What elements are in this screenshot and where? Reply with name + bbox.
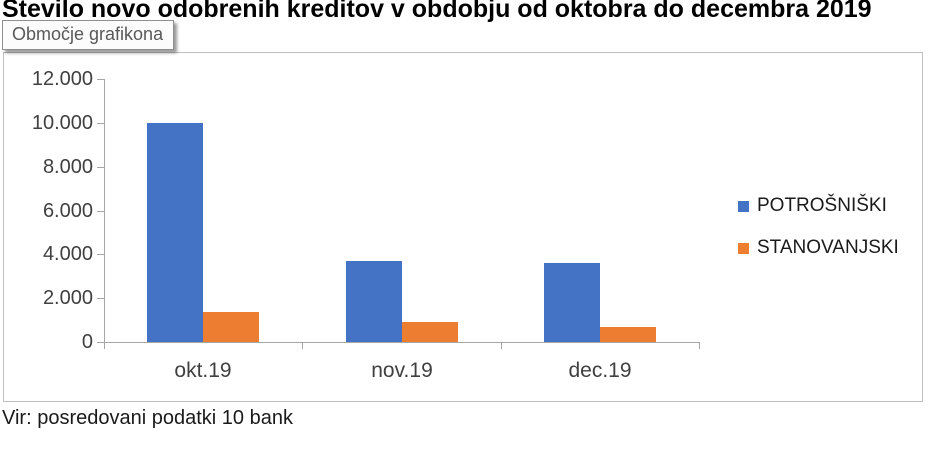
- source-note: Vir: posredovani podatki 10 bank: [2, 407, 293, 429]
- y-axis-label: 8.000: [42, 156, 93, 178]
- y-axis-tick: [97, 342, 104, 343]
- y-axis-tick: [97, 123, 104, 124]
- chart-title[interactable]: Število novo odobrenih kreditov v obdobj…: [2, 0, 872, 23]
- legend-swatch-orange-icon: [738, 242, 749, 254]
- legend-label-potrosniski: POTROŠNIŠKI: [757, 195, 887, 216]
- y-axis-label: 10.000: [31, 112, 93, 134]
- y-axis-tick: [97, 298, 104, 299]
- bar-stanovanjski-okt.19[interactable]: [203, 312, 259, 342]
- y-axis-label: 12.000: [31, 68, 93, 90]
- x-axis-tick: [699, 342, 700, 349]
- bar-stanovanjski-dec.19[interactable]: [600, 327, 656, 342]
- y-axis-line: [104, 79, 105, 343]
- y-axis-tick: [97, 79, 104, 80]
- x-axis-label: dec.19: [568, 359, 632, 382]
- legend: POTROŠNIŠKI STANOVANJSKI: [738, 195, 899, 279]
- y-axis-label: 6.000: [42, 200, 93, 222]
- y-axis-tick: [97, 211, 104, 212]
- x-axis-tick: [302, 342, 303, 349]
- bar-potrošniški-nov.19[interactable]: [346, 261, 402, 342]
- legend-swatch-blue-icon: [738, 200, 749, 212]
- bar-stanovanjski-nov.19[interactable]: [402, 322, 458, 342]
- x-axis-label: nov.19: [371, 359, 433, 382]
- bar-potrošniški-okt.19[interactable]: [147, 123, 203, 342]
- x-axis-label: okt.19: [174, 359, 232, 382]
- legend-item-stanovanjski[interactable]: STANOVANJSKI: [738, 237, 899, 259]
- legend-item-potrosniski[interactable]: POTROŠNIŠKI: [738, 195, 899, 217]
- y-axis-tick: [97, 167, 104, 168]
- x-axis-tick: [501, 342, 502, 349]
- x-axis-tick: [104, 342, 105, 349]
- chart-area-tooltip: Območje grafikona: [2, 20, 175, 50]
- legend-label-stanovanjski: STANOVANJSKI: [757, 237, 899, 258]
- y-axis-label: 4.000: [42, 243, 93, 265]
- x-axis-line: [104, 342, 700, 343]
- y-axis-tick: [97, 254, 104, 255]
- tooltip-label: Območje grafikona: [12, 24, 164, 44]
- bar-potrošniški-dec.19[interactable]: [544, 263, 600, 342]
- y-axis-label: 2.000: [42, 287, 93, 309]
- y-axis-label: 0: [81, 331, 93, 353]
